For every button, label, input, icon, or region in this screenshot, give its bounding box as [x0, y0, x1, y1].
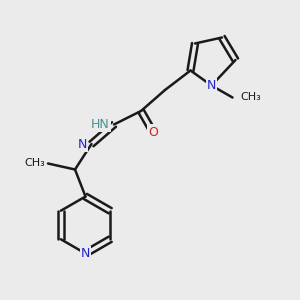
Text: O: O: [148, 125, 158, 139]
Text: CH₃: CH₃: [240, 92, 261, 103]
Text: N: N: [78, 137, 87, 151]
Text: HN: HN: [91, 118, 110, 131]
Text: N: N: [207, 79, 216, 92]
Text: CH₃: CH₃: [24, 158, 45, 169]
Text: N: N: [81, 247, 90, 260]
